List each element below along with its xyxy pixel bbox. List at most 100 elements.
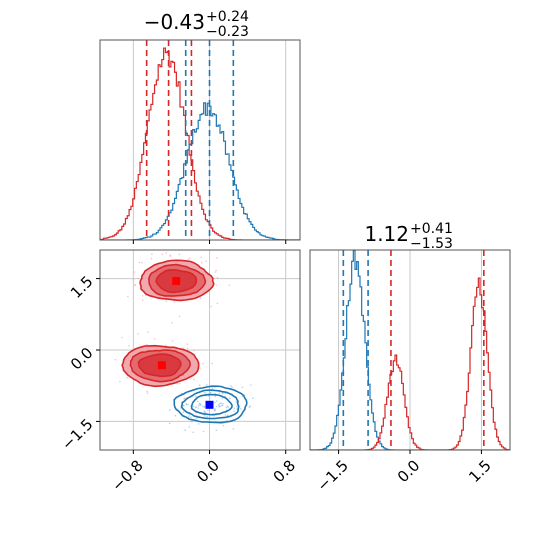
scatter-point (178, 382, 181, 385)
panel-bottom-left-joint (99, 244, 301, 451)
scatter-point (146, 392, 149, 395)
scatter-point (229, 397, 231, 400)
hist-tl-series-1 (100, 102, 300, 240)
scatter-point (220, 404, 223, 407)
scatter-point (146, 343, 148, 346)
scatter-point (137, 277, 140, 280)
scatter-point (126, 376, 129, 379)
scatter-point (195, 395, 197, 398)
scatter-point (178, 253, 181, 256)
bl-xtick-label-0: −0.8 (108, 456, 146, 494)
scatter-point (233, 407, 236, 410)
bl-xtick-label-1: 0.0 (193, 456, 223, 486)
scatter-point (216, 276, 219, 279)
scatter-point (195, 406, 197, 408)
scatter-point (214, 395, 217, 398)
scatter-point (198, 404, 200, 407)
scatter-point (193, 378, 195, 381)
scatter-point (215, 284, 217, 286)
scatter-point (150, 257, 153, 260)
title-top-left-plus: +0.24 (206, 9, 249, 25)
scatter-point (151, 253, 153, 255)
scatter-point (218, 406, 220, 408)
scatter-point (173, 301, 176, 303)
scatter-point (225, 406, 228, 409)
scatter-point (182, 404, 185, 407)
scatter-point (239, 408, 242, 410)
scatter-point (206, 415, 208, 418)
scatter-point (186, 343, 189, 346)
scatter-point (198, 384, 201, 387)
scatter-point (165, 344, 167, 347)
scatter-point (214, 408, 216, 411)
scatter-point (221, 404, 224, 407)
marker-1 (157, 361, 166, 370)
scatter-point (203, 391, 205, 394)
scatter-point (195, 417, 198, 420)
scatter-point (121, 336, 123, 339)
scatter-point (188, 426, 191, 428)
scatter-point (199, 297, 202, 299)
panel-top-left-histogram: −0.43 +0.24 −0.23 (99, 9, 301, 241)
scatter-point (197, 407, 199, 409)
scatter-point (224, 392, 226, 395)
br-xtick-label-1: 0.0 (394, 456, 424, 486)
scatter-point (138, 261, 141, 264)
scatter-point (114, 358, 117, 361)
scatter-point (205, 260, 207, 263)
scatter-point (174, 414, 177, 417)
scatter-point (248, 406, 251, 409)
plot-area-bottom-left (114, 244, 254, 434)
scatter-point (198, 403, 201, 405)
scatter-point (141, 295, 144, 297)
bl-ytick-label-1: 0.0 (67, 344, 97, 374)
scatter-point (228, 284, 231, 287)
scatter-point (188, 416, 190, 418)
scatter-point (190, 416, 192, 419)
scatter-point (205, 392, 207, 394)
scatter-point (178, 315, 181, 318)
scatter-point (210, 305, 213, 308)
scatter-point (209, 392, 211, 394)
scatter-point (214, 271, 217, 273)
scatter-point (221, 392, 224, 395)
scatter-point (182, 411, 185, 414)
scatter-point (202, 362, 204, 365)
scatter-point (184, 429, 186, 431)
scatter-point (200, 256, 202, 259)
scatter-point (165, 252, 168, 254)
scatter-point (215, 405, 218, 408)
scatter-point (220, 402, 222, 405)
hist-br-series-0 (310, 250, 510, 450)
frame-top-left (99, 39, 301, 241)
title-bottom-right-minus: −1.53 (410, 236, 453, 252)
scatter-point (191, 420, 194, 423)
scatter-point (169, 255, 172, 257)
scatter-point (161, 253, 164, 256)
scatter-point (197, 423, 200, 425)
scatter-point (218, 392, 221, 395)
scatter-point (127, 295, 129, 298)
scatter-point (222, 424, 225, 427)
scatter-point (119, 380, 121, 383)
scatter-point (171, 322, 173, 324)
scatter-point (176, 382, 178, 385)
scatter-point (213, 409, 216, 412)
plot-area-bottom-right (310, 250, 510, 450)
title-bottom-right-value: 1.12 (364, 222, 409, 246)
scatter-point (216, 257, 218, 259)
title-top-left-value: −0.43 (144, 10, 205, 34)
scatter-point (218, 404, 220, 406)
contour-2-1 (180, 389, 240, 420)
scatter-point (222, 402, 224, 405)
scatter-point (168, 422, 171, 425)
scatter-point (155, 244, 157, 246)
scatter-point (146, 390, 148, 393)
title-top-left-minus: −0.23 (206, 24, 249, 40)
br-xtick-label-2: 1.5 (465, 456, 495, 486)
scatter-point (252, 397, 254, 400)
scatter-point (153, 338, 156, 340)
scatter-point (186, 347, 189, 350)
title-bottom-right-plus: +0.41 (410, 221, 453, 237)
scatter-point (193, 349, 195, 352)
